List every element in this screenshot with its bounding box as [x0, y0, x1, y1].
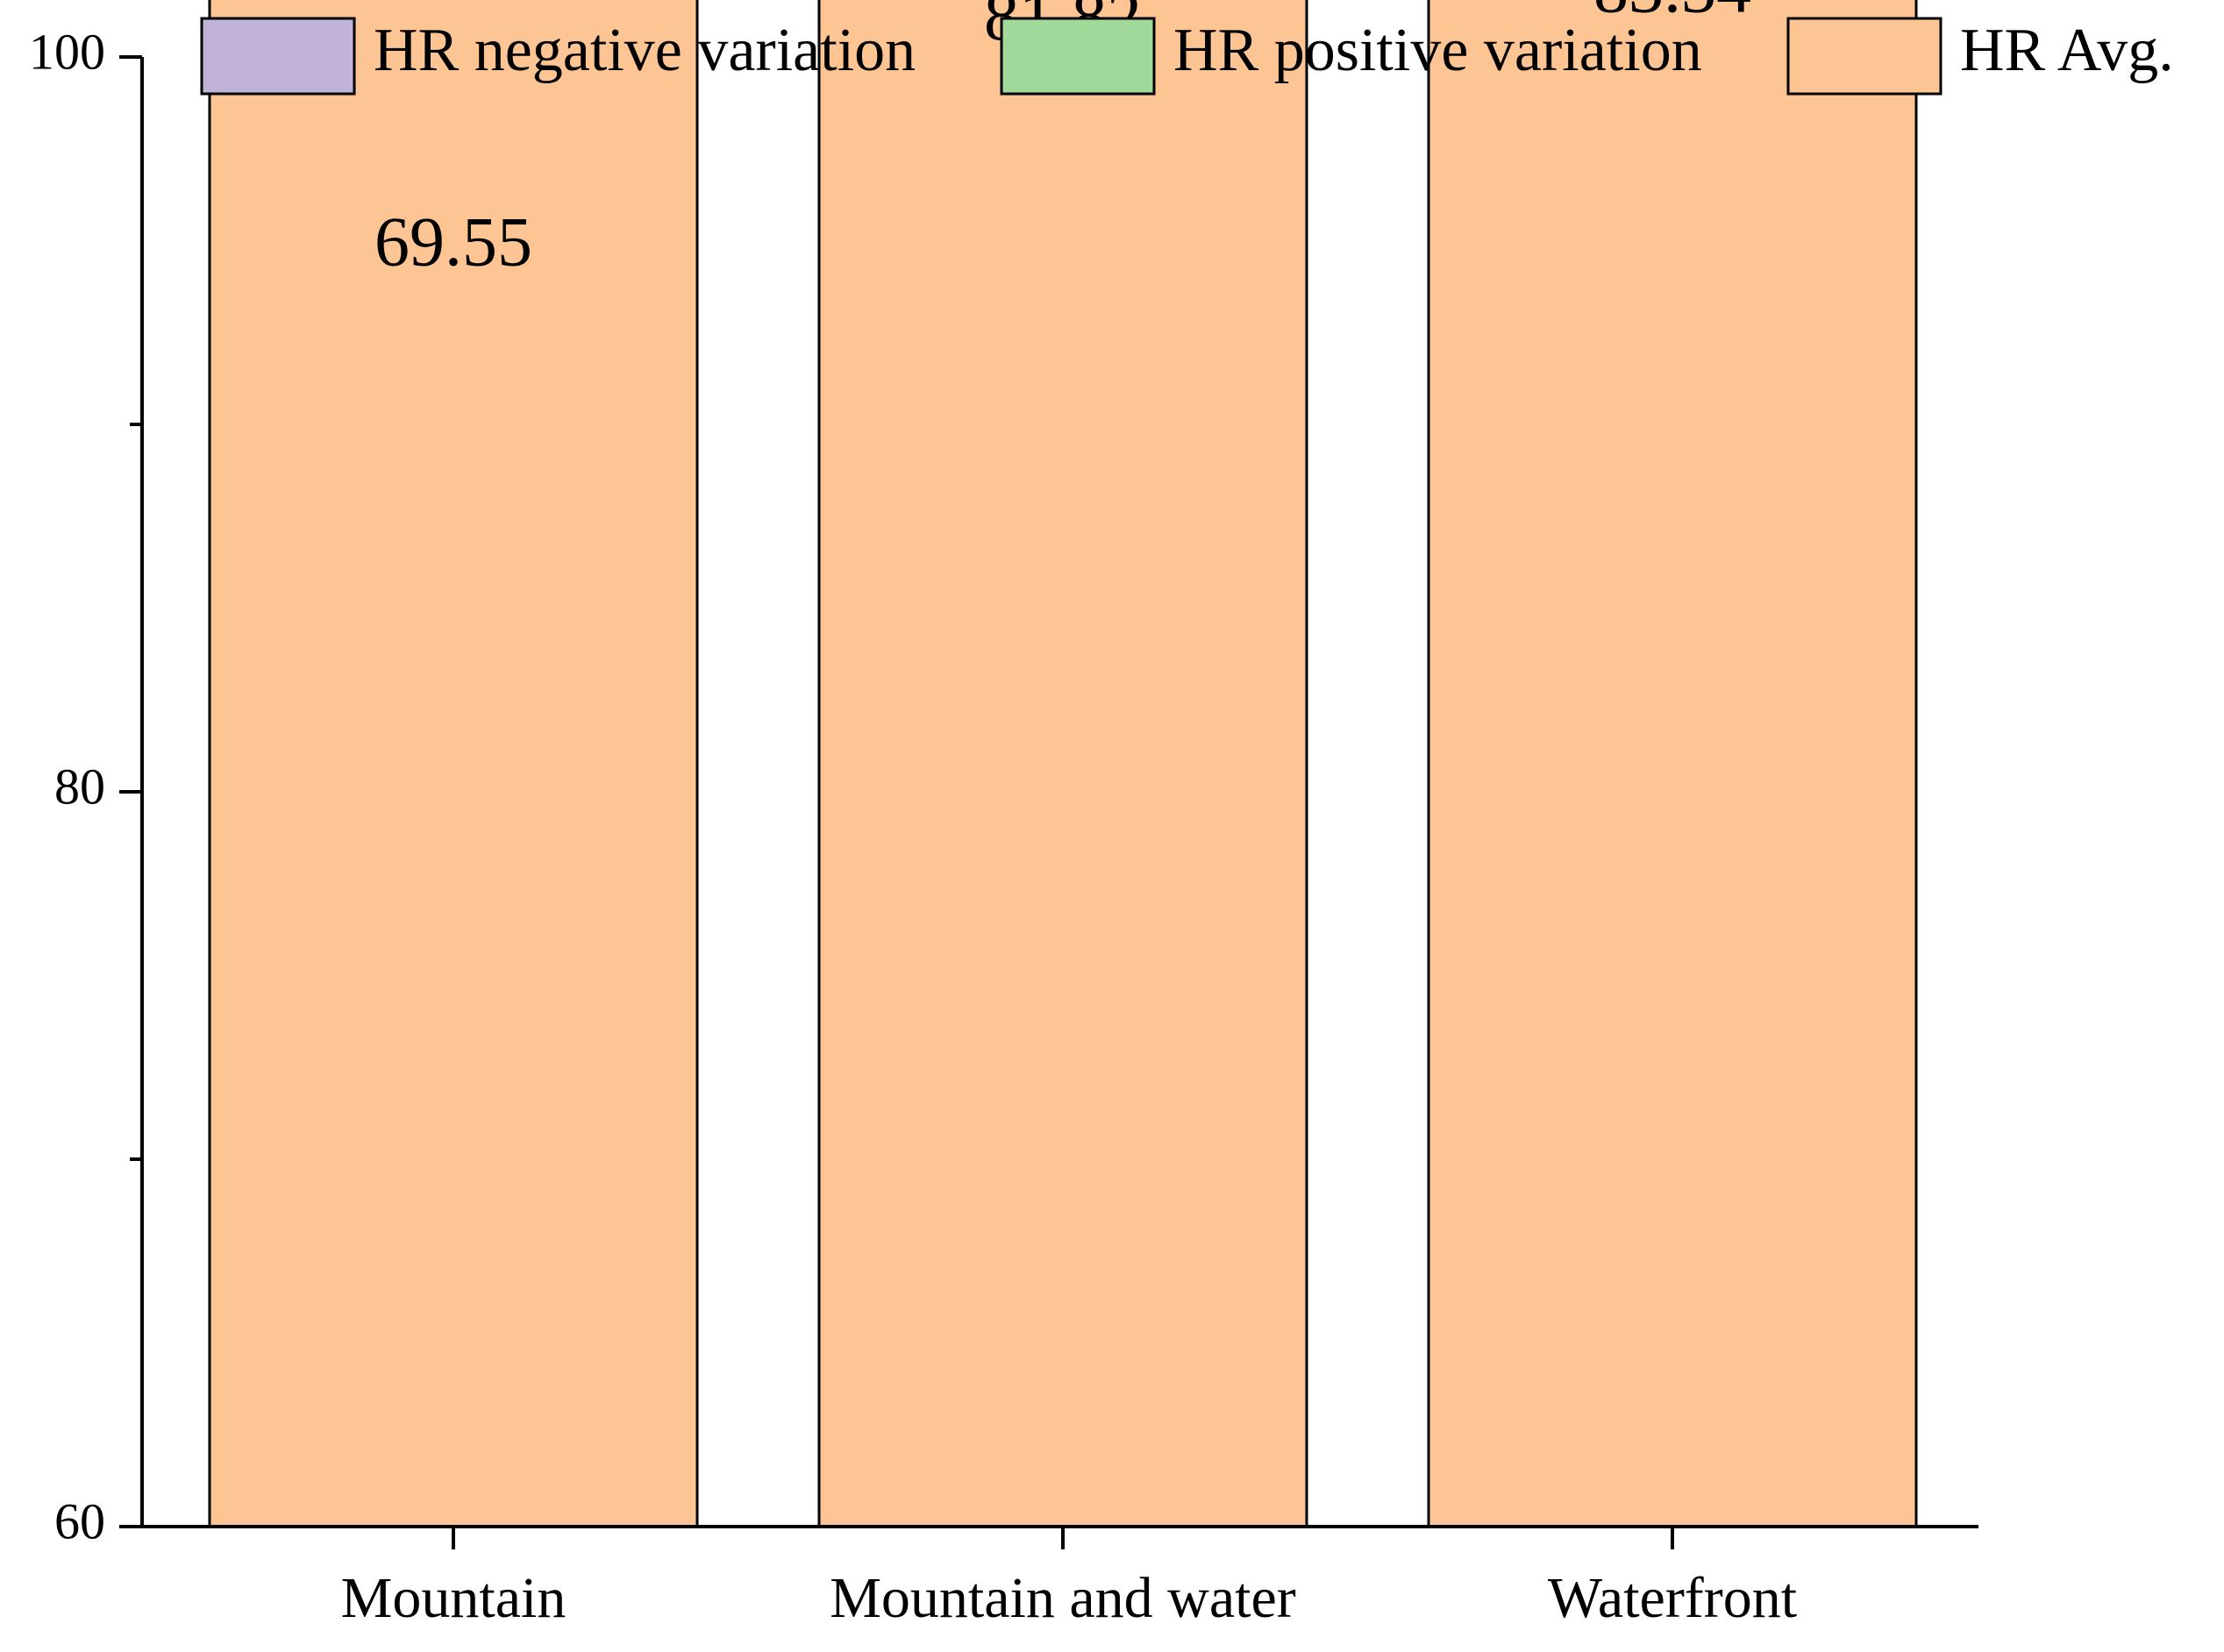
legend-swatch: [200, 17, 356, 96]
y-tick-label: 80: [54, 758, 105, 815]
bar-segment: [208, 0, 699, 1528]
data-label: 69.55: [374, 203, 532, 281]
legend-label: HR negative variation: [374, 17, 916, 84]
y-tick-label: 60: [54, 1492, 105, 1549]
legend-label: HR positive variation: [1173, 17, 1702, 84]
bar-segment: [817, 0, 1308, 1528]
x-tick-label: Mountain and water: [830, 1566, 1296, 1630]
bar-segment: [1427, 0, 1918, 1528]
legend-swatch: [1000, 17, 1156, 96]
y-tick-label: 100: [29, 23, 105, 80]
data-label: 83.34: [1593, 0, 1751, 27]
x-tick-label: Mountain: [341, 1566, 567, 1630]
x-tick-label: Waterfront: [1548, 1566, 1797, 1630]
legend-swatch: [1786, 17, 1942, 96]
legend-label: HR Avg.: [1960, 17, 2174, 84]
